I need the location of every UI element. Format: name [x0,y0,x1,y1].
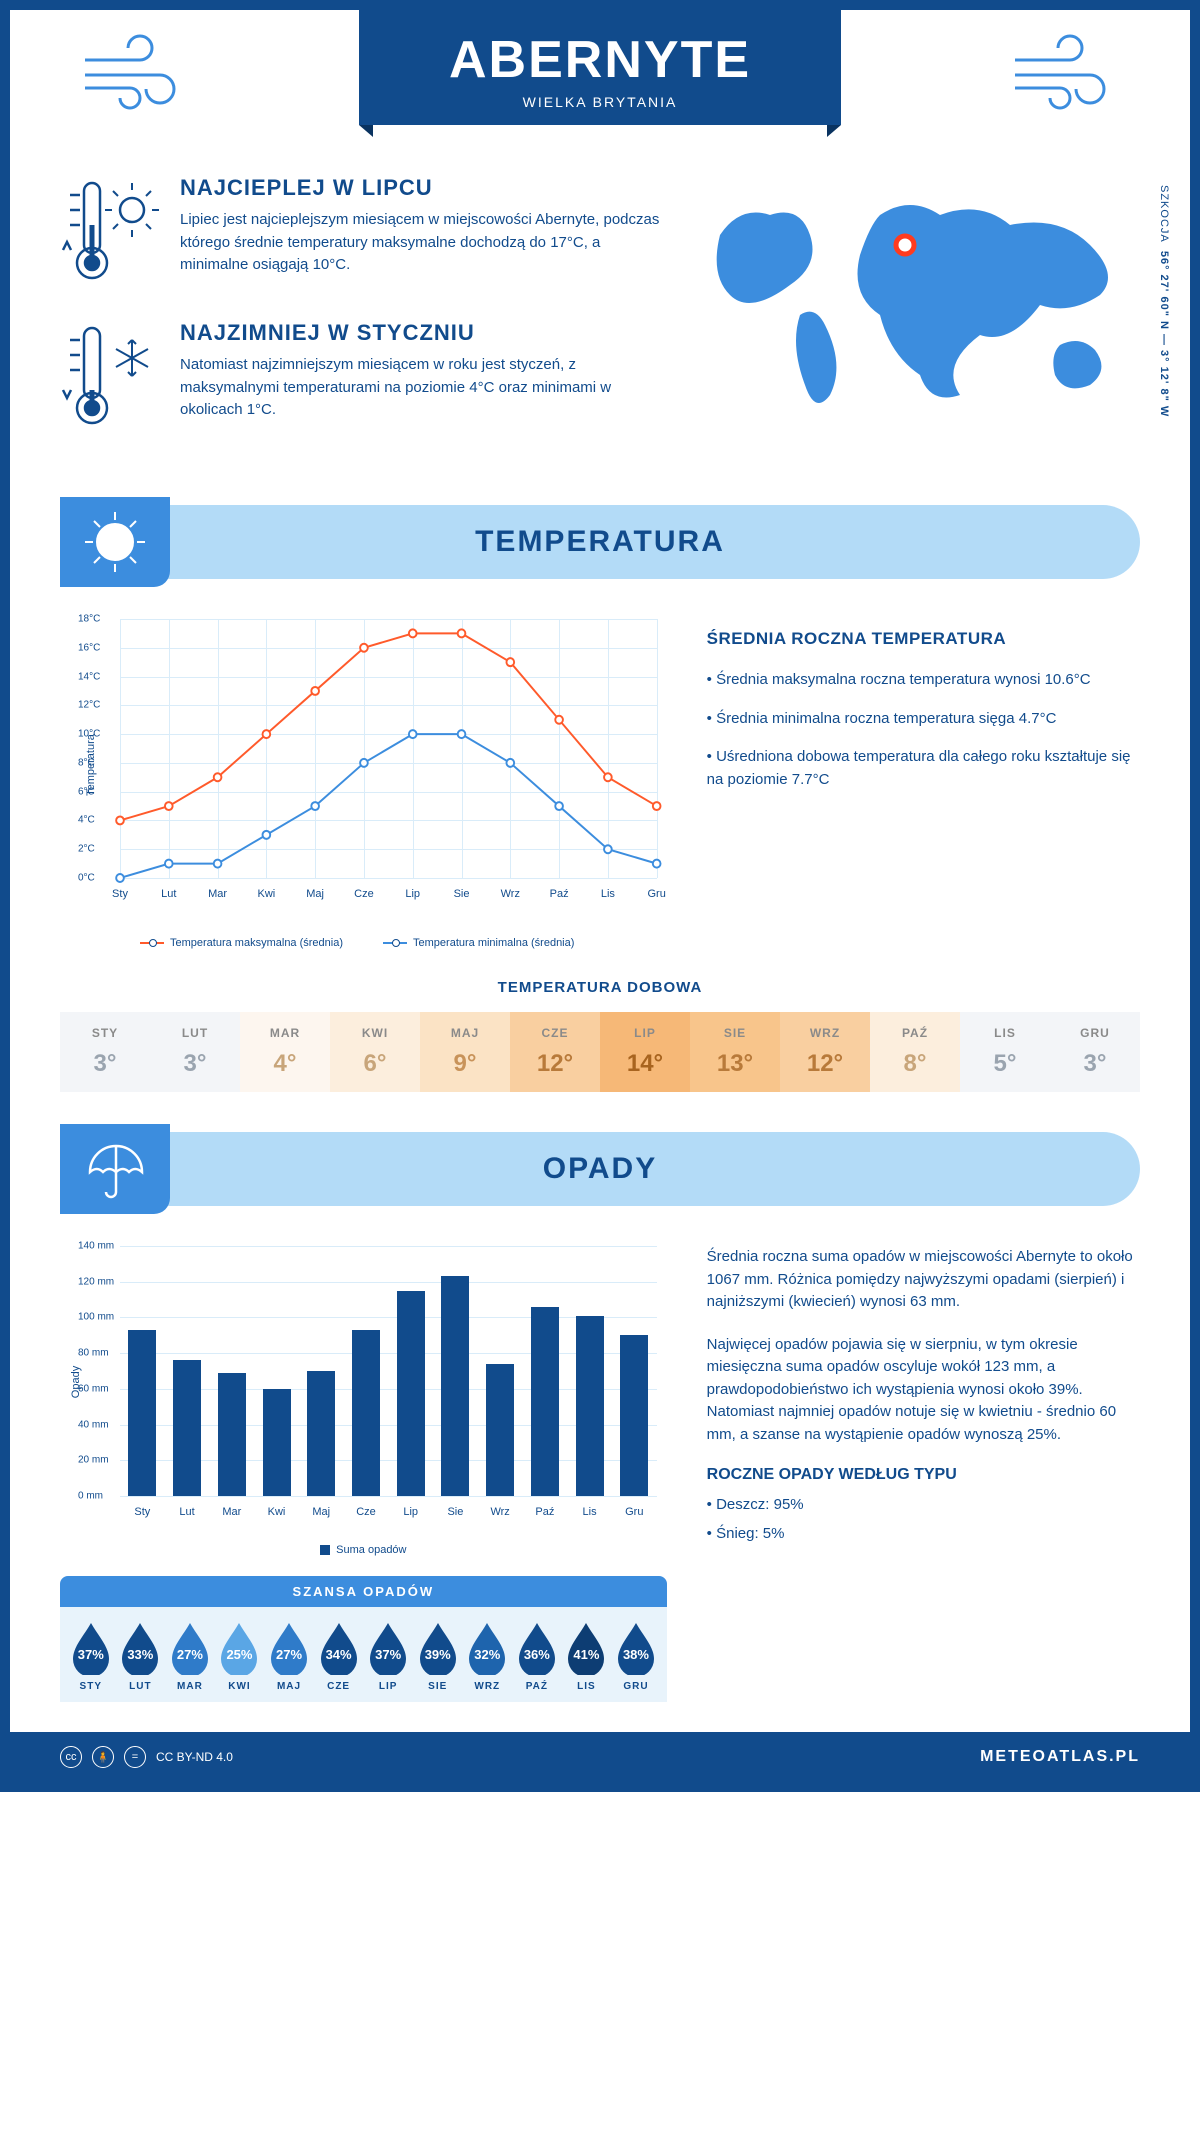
world-map: SZKOCJA 56° 27' 60" N — 3° 12' 8" W [700,175,1140,465]
bar [218,1373,246,1496]
cold-title: NAJZIMNIEJ W STYCZNIU [180,320,660,346]
bar [531,1307,559,1496]
bar [173,1360,201,1496]
precip-chance-drop: 34%CZE [314,1621,364,1692]
precip-chance-drop: 27%MAR [165,1621,215,1692]
nd-icon: = [124,1746,146,1768]
daily-temp-table: STY3°LUT3°MAR4°KWI6°MAJ9°CZE12°LIP14°SIE… [60,1012,1140,1092]
precipitation-bar-chart: Opady 0 mm20 mm40 mm60 mm80 mm100 mm120 … [60,1236,667,1556]
daily-cell: SIE13° [690,1012,780,1092]
precip-type: • Deszcz: 95% [707,1494,1140,1517]
bar [576,1316,604,1496]
temperature-stats: ŚREDNIA ROCZNA TEMPERATURA • Średnia mak… [707,609,1140,949]
thermometer-sun-icon [60,175,160,290]
precip-p1: Średnia roczna suma opadów w miejscowośc… [707,1246,1140,1314]
wind-icon [80,30,190,124]
wind-icon [1010,30,1120,124]
bar [352,1330,380,1496]
by-icon: 🧍 [92,1746,114,1768]
precip-chance-drop: 37%LIP [363,1621,413,1692]
warm-text: Lipiec jest najcieplejszym miesiącem w m… [180,209,660,277]
footer: cc 🧍 = CC BY-ND 4.0 METEOATLAS.PL [10,1732,1190,1782]
daily-cell: LIS5° [960,1012,1050,1092]
thermometer-snow-icon [60,320,160,435]
precipitation-stats: Średnia roczna suma opadów w miejscowośc… [707,1236,1140,1702]
intro: NAJCIEPLEJ W LIPCU Lipiec jest najcieple… [60,175,1140,465]
bar [620,1335,648,1496]
daily-cell: LIP14° [600,1012,690,1092]
warm-title: NAJCIEPLEJ W LIPCU [180,175,660,201]
daily-cell: CZE12° [510,1012,600,1092]
precip-p2: Najwięcej opadów pojawia się w sierpniu,… [707,1334,1140,1447]
bar [397,1291,425,1496]
coldest-block: NAJZIMNIEJ W STYCZNIU Natomiast najzimni… [60,320,660,435]
precip-chance-drop: 25%KWI [215,1621,265,1692]
temperature-line-chart: Temperatura 0°C2°C4°C6°C8°C10°C12°C14°C1… [60,609,667,949]
cold-text: Natomiast najzimniejszym miesiącem w rok… [180,354,660,422]
header: ABERNYTE WIELKA BRYTANIA [60,10,1140,125]
umbrella-icon [60,1124,170,1214]
precip-chance-panel: SZANSA OPADÓW 37%STY33%LUT27%MAR25%KWI27… [60,1576,667,1702]
precip-chance-drop: 36%PAŹ [512,1621,562,1692]
bar [486,1364,514,1496]
temp-bullet: • Średnia maksymalna roczna temperatura … [707,669,1140,692]
daily-cell: GRU3° [1050,1012,1140,1092]
daily-cell: KWI6° [330,1012,420,1092]
title-banner: ABERNYTE WIELKA BRYTANIA [359,10,841,125]
cc-icon: cc [60,1746,82,1768]
bar [128,1330,156,1496]
coordinates: SZKOCJA 56° 27' 60" N — 3° 12' 8" W [1158,185,1170,417]
bar [307,1371,335,1496]
temp-bullet: • Średnia minimalna roczna temperatura s… [707,708,1140,731]
daily-cell: LUT3° [150,1012,240,1092]
daily-cell: WRZ12° [780,1012,870,1092]
daily-temp-title: TEMPERATURA DOBOWA [60,979,1140,996]
daily-cell: PAŹ8° [870,1012,960,1092]
precip-chance-drop: 37%STY [66,1621,116,1692]
sun-icon [60,497,170,587]
daily-cell: MAR4° [240,1012,330,1092]
precip-type: • Śnieg: 5% [707,1523,1140,1546]
temp-bullet: • Uśredniona dobowa temperatura dla całe… [707,746,1140,791]
bar [263,1389,291,1496]
precip-chance-drop: 38%GRU [611,1621,661,1692]
precip-chance-drop: 27%MAJ [264,1621,314,1692]
precip-chance-drop: 39%SIE [413,1621,463,1692]
precip-chance-drop: 32%WRZ [463,1621,513,1692]
page-subtitle: WIELKA BRYTANIA [449,94,751,110]
daily-cell: STY3° [60,1012,150,1092]
warmest-block: NAJCIEPLEJ W LIPCU Lipiec jest najcieple… [60,175,660,290]
temp-info-title: ŚREDNIA ROCZNA TEMPERATURA [707,629,1140,649]
bar [441,1276,469,1496]
chance-title: SZANSA OPADÓW [60,1576,667,1607]
precip-chance-drop: 41%LIS [562,1621,612,1692]
license-text: CC BY-ND 4.0 [156,1750,233,1764]
section-precipitation: OPADY [60,1132,1140,1206]
daily-cell: MAJ9° [420,1012,510,1092]
site-name: METEOATLAS.PL [980,1748,1140,1766]
precip-chance-drop: 33%LUT [116,1621,166,1692]
precip-types-title: ROCZNE OPADY WEDŁUG TYPU [707,1466,1140,1484]
section-temperature: TEMPERATURA [60,505,1140,579]
page-title: ABERNYTE [449,30,751,90]
